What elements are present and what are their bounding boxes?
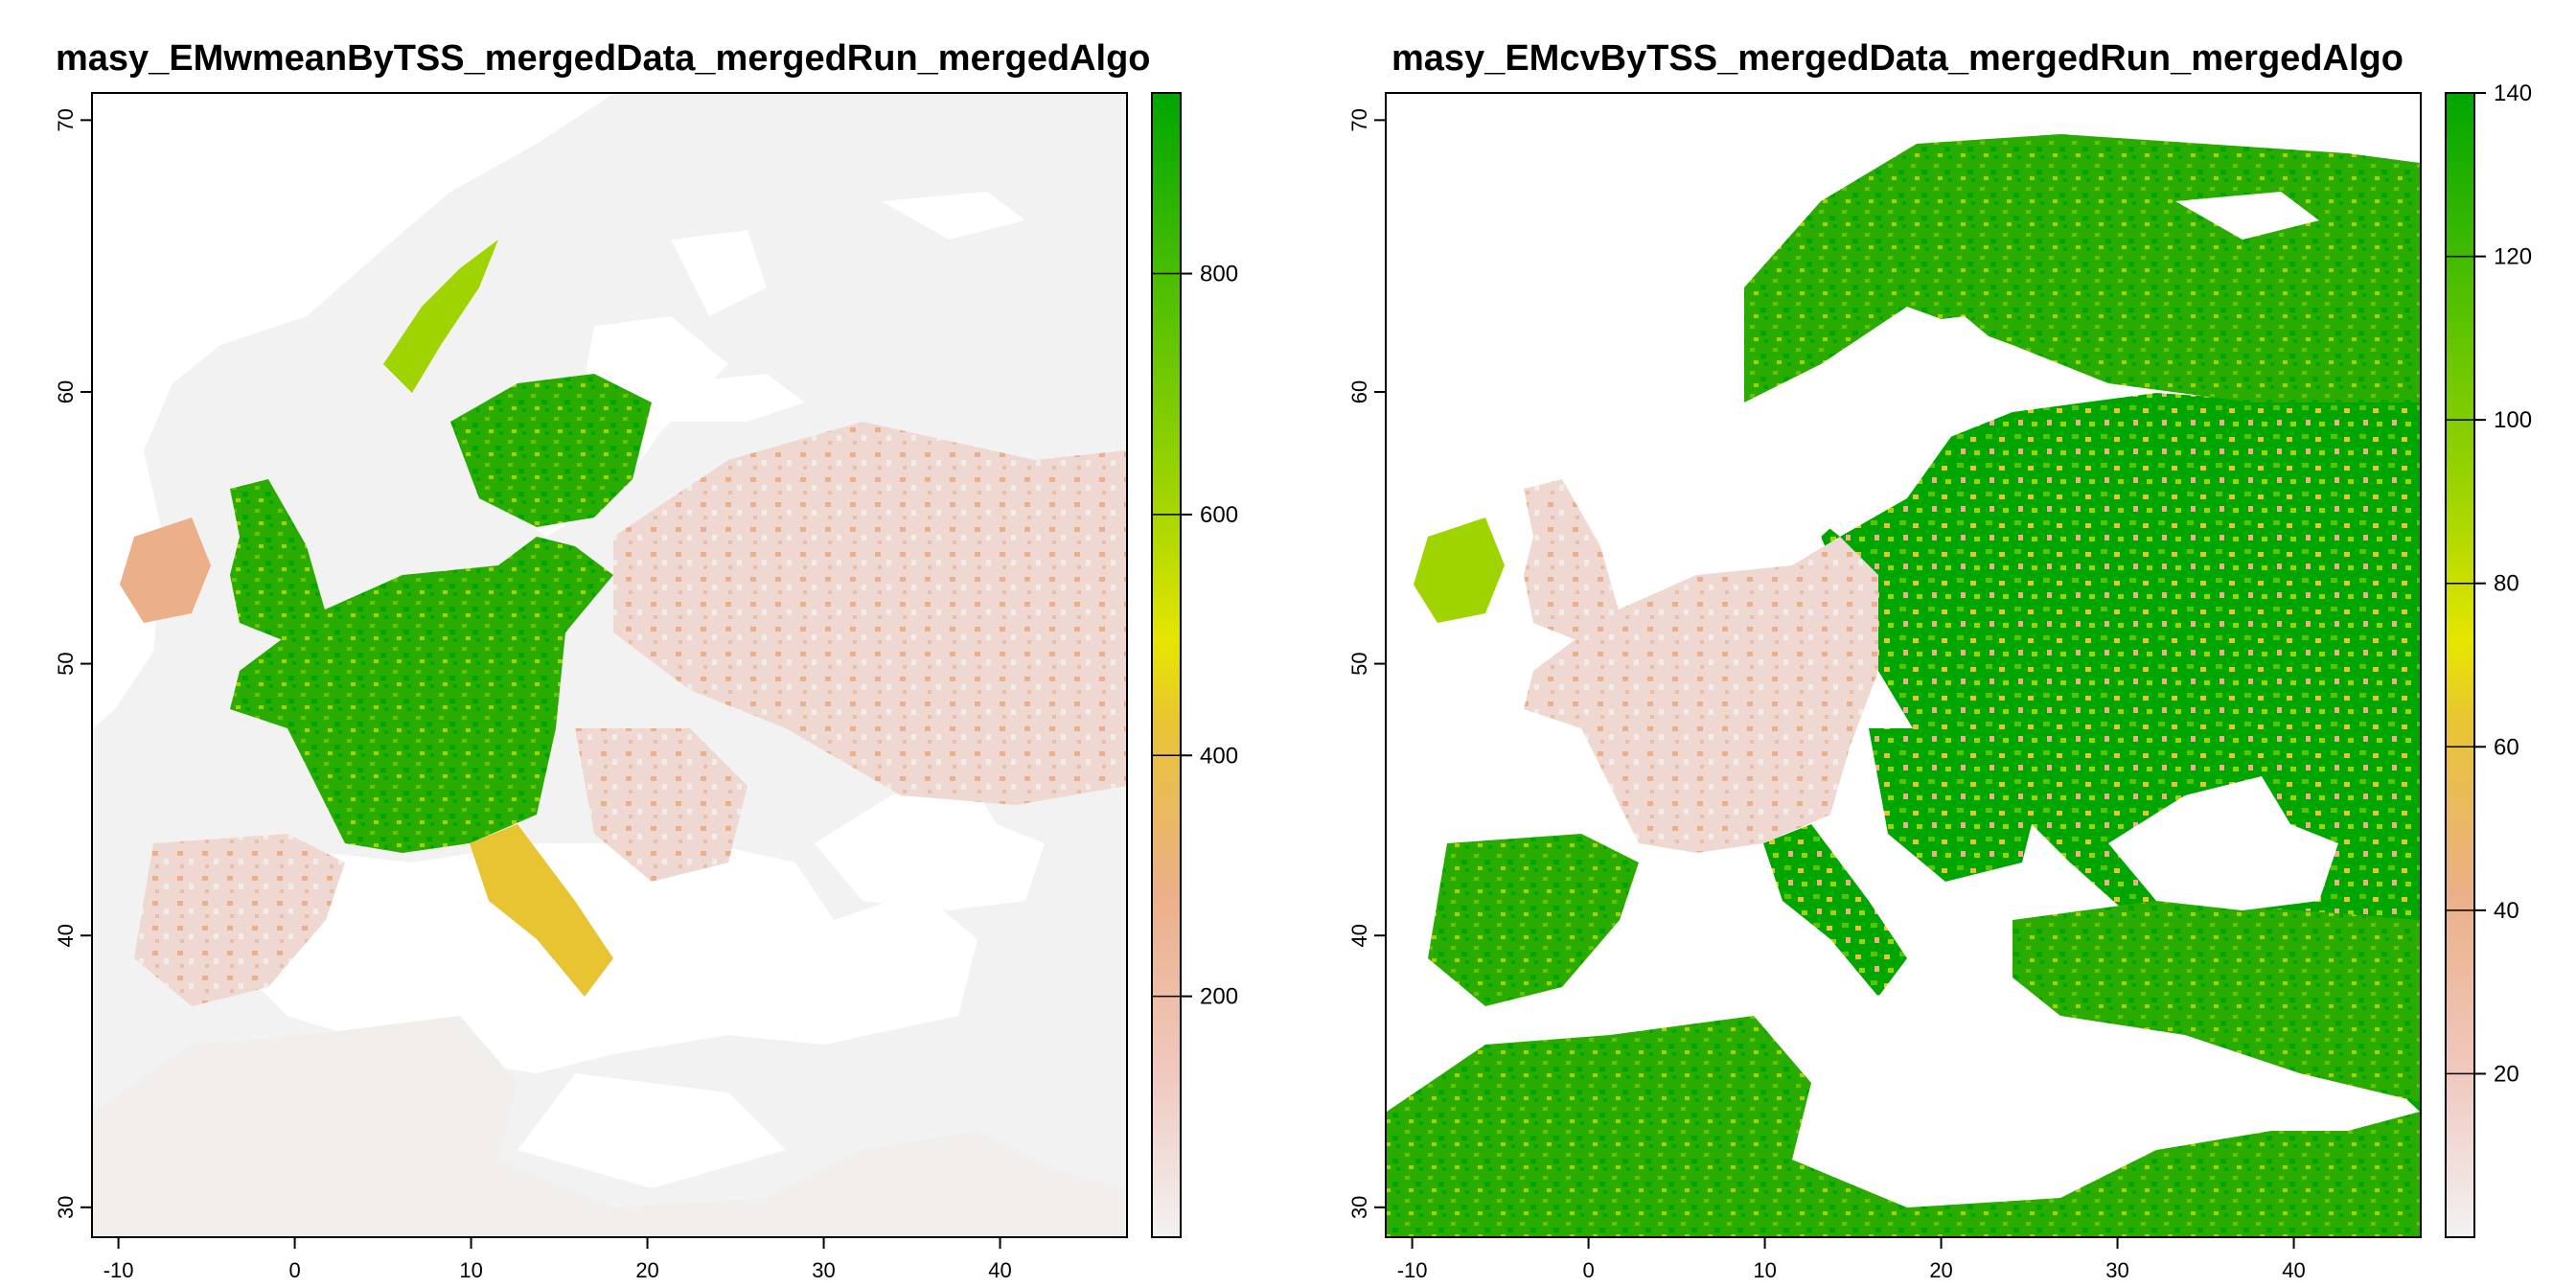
left-y-tick-label: 30	[54, 1196, 78, 1219]
left-x-tick-label: 10	[459, 1258, 482, 1282]
left-map-north-africa	[93, 1016, 1126, 1236]
left-map-ireland	[120, 518, 211, 623]
right-colorbar-tick-label: 20	[2494, 1061, 2519, 1087]
right-y-tick-label: 60	[1347, 380, 1371, 403]
right-map-italy	[1763, 824, 1907, 997]
right-colorbar-ticks: 20 40 60 80 100 120 140	[2446, 80, 2532, 1087]
left-map-y-axis: 30 40 50 60 70	[54, 108, 92, 1219]
right-map-panel: -10 0 10 20 30 40 30 40 50 60 70 20 40 60 80 100 120 14…	[1347, 80, 2532, 1282]
right-colorbar-tick-label: 60	[2494, 734, 2519, 760]
right-y-tick-label: 50	[1347, 652, 1371, 675]
right-map-ireland	[1414, 518, 1505, 623]
left-map-norway-coast	[383, 240, 498, 393]
right-colorbar	[2445, 92, 2475, 1238]
left-map-x-axis: -10 0 10 20 30 40	[104, 1237, 1012, 1282]
right-map-x-axis: -10 0 10 20 30 40	[1397, 1237, 2306, 1282]
left-map-panel: -10 0 10 20 30 40 30 40 50 60 70 200 400 600 800	[54, 92, 1238, 1282]
right-map-north-africa	[1387, 1016, 2420, 1236]
left-map-title: masy_EMwmeanByTSS_mergedData_mergedRun_m…	[56, 38, 1151, 79]
right-map-y-axis: 30 40 50 60 70	[1347, 108, 1386, 1219]
right-map-balkans	[1869, 728, 2041, 882]
left-map-western-europe	[230, 537, 613, 853]
right-map-sea	[1792, 192, 2338, 1188]
right-map-britain	[1524, 479, 1620, 642]
right-x-tick-label: -10	[1397, 1258, 1428, 1282]
left-map-iberia	[134, 834, 345, 1006]
left-x-tick-label: 40	[988, 1258, 1011, 1282]
left-y-tick-label: 70	[54, 108, 78, 131]
left-y-tick-label: 50	[54, 652, 78, 675]
right-colorbar-tick-label: 40	[2494, 898, 2519, 924]
left-x-tick-label: 20	[635, 1258, 658, 1282]
left-map-sea	[93, 94, 1045, 1188]
left-x-tick-label: 30	[812, 1258, 835, 1282]
left-colorbar	[1151, 92, 1182, 1238]
right-x-tick-label: 40	[2282, 1258, 2305, 1282]
left-colorbar-tick-label: 800	[1200, 262, 1238, 288]
left-map-balkans	[575, 728, 748, 882]
right-y-tick-label: 40	[1347, 924, 1371, 947]
left-map-scandinavia	[450, 374, 652, 527]
right-x-tick-label: 20	[1929, 1258, 1952, 1282]
left-x-tick-label: 0	[288, 1258, 300, 1282]
left-y-tick-label: 40	[54, 924, 78, 947]
right-map-iberia	[1428, 834, 1639, 1006]
left-colorbar-ticks: 200 400 600 800	[1152, 262, 1238, 1010]
right-map-title: masy_EMcvByTSS_mergedData_mergedRun_merg…	[1392, 38, 2404, 79]
right-colorbar-tick-label: 140	[2494, 80, 2532, 106]
left-colorbar-tick-label: 400	[1200, 743, 1238, 769]
right-y-tick-label: 70	[1347, 108, 1371, 131]
left-map-eastern-europe	[613, 422, 1126, 805]
right-colorbar-tick-label: 80	[2494, 571, 2519, 597]
left-x-tick-label: -10	[104, 1258, 134, 1282]
right-x-tick-label: 30	[2105, 1258, 2128, 1282]
left-y-tick-label: 60	[54, 380, 78, 403]
right-x-tick-label: 0	[1582, 1258, 1594, 1282]
left-colorbar-tick-label: 200	[1200, 984, 1238, 1010]
right-x-tick-label: 10	[1753, 1258, 1776, 1282]
left-colorbar-tick-label: 600	[1200, 502, 1238, 528]
right-map-anatolia	[2012, 901, 2420, 1102]
right-colorbar-tick-label: 120	[2494, 244, 2532, 270]
left-map-britain	[230, 479, 326, 642]
right-colorbar-tick-label: 100	[2494, 407, 2532, 433]
left-map-italy	[470, 824, 613, 997]
right-y-tick-label: 30	[1347, 1196, 1371, 1219]
